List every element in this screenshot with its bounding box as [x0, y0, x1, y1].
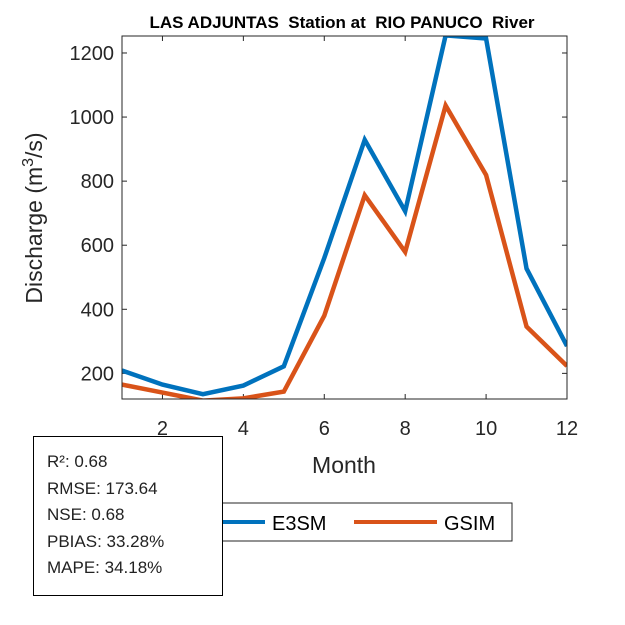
stat-pbias: PBIAS: 33.28%	[47, 531, 165, 551]
stat-nse: NSE: 0.68	[47, 505, 125, 524]
stats-box: R²: 0.68 RMSE: 173.64 NSE: 0.68 PBIAS: 3…	[33, 436, 223, 596]
stat-rmse: RMSE: 173.64	[47, 478, 158, 498]
x-tick-label: 8	[400, 418, 411, 440]
x-tick-label: 10	[475, 418, 497, 440]
series-line-gsim	[122, 99, 567, 399]
stat-mape: MAPE: 34.18%	[47, 558, 163, 577]
x-tick-label: 4	[238, 418, 249, 440]
chart-title: LAS ADJUNTAS Station at RIO PANUCO River	[149, 13, 534, 32]
y-axis-label: Discharge (m3/s)	[20, 132, 47, 303]
stat-r2: R²: 0.68	[47, 452, 108, 471]
y-tick-label: 1200	[70, 43, 115, 65]
x-tick-label: 2	[157, 418, 168, 440]
legend-label-e3sm: E3SM	[272, 513, 326, 535]
x-axis-label: Month	[312, 452, 376, 478]
legend-label-gsim: GSIM	[444, 513, 495, 535]
y-tick-label: 1000	[70, 107, 115, 129]
y-tick-label: 400	[81, 299, 114, 321]
y-tick-label: 600	[81, 235, 114, 257]
y-tick-label: 200	[81, 363, 114, 385]
y-tick-label: 800	[81, 171, 114, 193]
x-tick-label: 12	[556, 418, 578, 440]
series-line-e3sm	[122, 36, 567, 397]
legend: E3SM GSIM	[192, 502, 513, 542]
x-tick-label: 6	[319, 418, 330, 440]
plot-area-border	[121, 35, 568, 400]
